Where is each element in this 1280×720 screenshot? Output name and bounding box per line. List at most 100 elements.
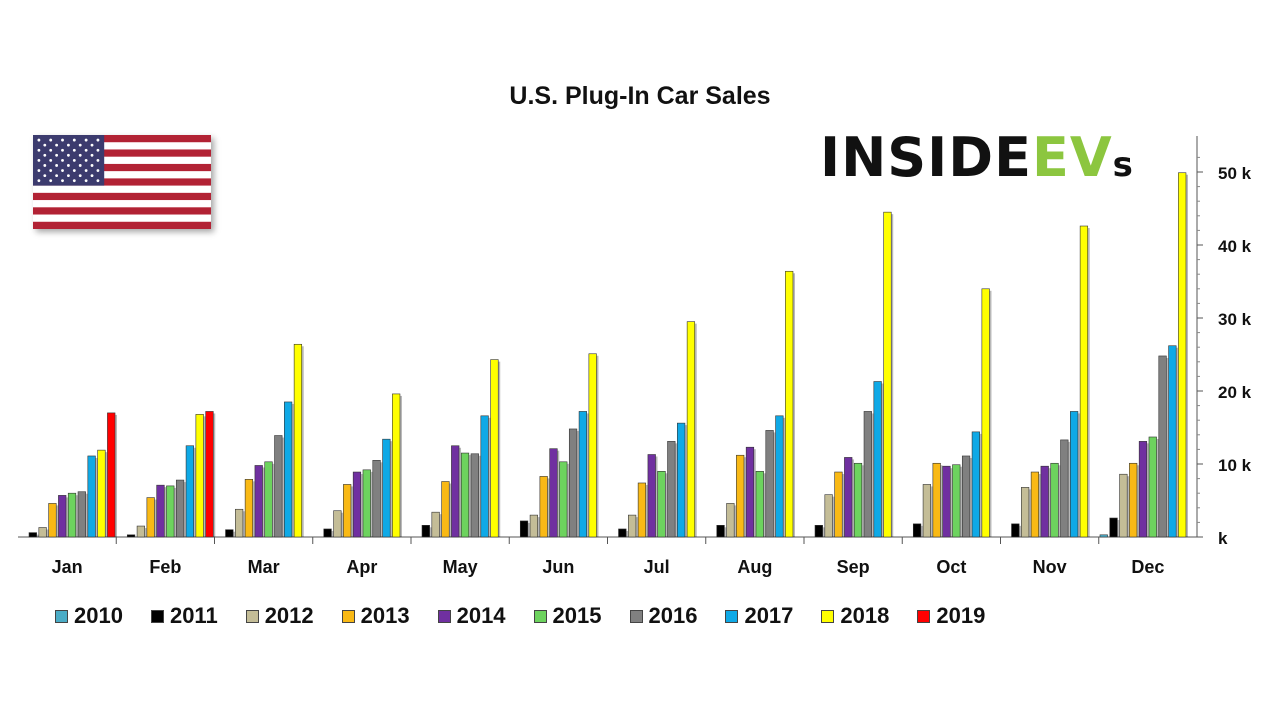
bar-2016-dec xyxy=(1158,355,1167,538)
legend-item-2014: 2014 xyxy=(437,603,506,629)
bar-2014-jul xyxy=(647,454,656,538)
legend-swatch xyxy=(533,609,547,623)
bar-2012-jul xyxy=(628,514,637,538)
logo-text-s: s xyxy=(1112,145,1134,185)
bar-2014-feb xyxy=(156,484,165,538)
flag-star xyxy=(55,143,59,147)
flag-star xyxy=(61,158,64,162)
x-tick-label: Jun xyxy=(542,557,574,577)
flag-star xyxy=(90,164,94,167)
bar-2014-oct xyxy=(942,465,951,538)
bar-2016-may xyxy=(470,453,479,538)
flag-star xyxy=(84,179,88,183)
flag-stripe xyxy=(33,200,211,208)
flag-stripe xyxy=(33,156,211,165)
legend-swatch xyxy=(150,609,164,623)
bar-2016-oct xyxy=(961,455,971,538)
bar-2012-nov xyxy=(1021,487,1030,538)
flag-stripe xyxy=(33,207,211,215)
flag-star xyxy=(37,158,41,162)
flag-stripe xyxy=(33,135,211,143)
bar-2016-mar xyxy=(274,435,283,538)
us-flag-icon xyxy=(33,135,211,229)
x-tick-label: Feb xyxy=(149,557,181,577)
flag-star xyxy=(61,179,64,183)
bar-2014-aug xyxy=(745,446,755,538)
legend-item-2015: 2015 xyxy=(533,603,602,629)
flag-star xyxy=(72,169,76,172)
x-tick-label: Sep xyxy=(837,557,870,577)
bar-2014-may xyxy=(451,445,460,538)
flag-star xyxy=(37,179,41,183)
bar-2013-mar xyxy=(244,479,254,538)
flag-star xyxy=(67,164,70,167)
flag-stripe xyxy=(33,178,211,186)
bar-2018-sep xyxy=(883,211,892,538)
y-tick-label: 10 k xyxy=(1218,456,1252,475)
bar-2019-jan xyxy=(107,412,116,538)
legend-item-2013: 2013 xyxy=(341,603,410,629)
bar-2017-may xyxy=(480,415,489,538)
bar-2015-oct xyxy=(952,464,961,538)
legend-item-2019: 2019 xyxy=(917,603,985,629)
bar-2016-sep xyxy=(863,411,872,538)
x-tick-label: Mar xyxy=(248,557,280,577)
flag-star xyxy=(49,138,53,142)
flag-star xyxy=(43,174,47,178)
bar-2017-apr xyxy=(382,438,391,538)
bar-2012-sep xyxy=(824,494,833,538)
bar-2012-jan xyxy=(38,527,47,538)
flag-star xyxy=(55,164,59,167)
flag-star xyxy=(72,158,76,162)
bar-2014-mar xyxy=(254,465,263,538)
bar-2012-feb xyxy=(136,525,145,538)
legend-label: 2017 xyxy=(744,603,794,628)
bar-2011-jan xyxy=(28,532,37,538)
bar-2016-apr xyxy=(372,460,381,538)
flag-star xyxy=(67,174,70,178)
x-tick-label: Jan xyxy=(52,557,83,577)
bar-2015-sep xyxy=(853,462,863,538)
x-tick-label: Apr xyxy=(346,557,377,577)
bar-2013-apr xyxy=(343,484,352,538)
bar-2015-dec xyxy=(1148,436,1157,538)
bar-2018-jun xyxy=(588,353,597,538)
bar-2012-jun xyxy=(529,514,538,538)
legend-swatch xyxy=(821,609,835,623)
bar-2011-sep xyxy=(814,525,823,538)
flag-star xyxy=(96,179,100,183)
bar-2017-jan xyxy=(87,455,96,538)
bar-2014-apr xyxy=(352,471,362,538)
legend-label: 2014 xyxy=(456,603,506,628)
flag-star xyxy=(84,158,88,162)
bar-2014-dec xyxy=(1138,441,1148,538)
x-tick-label: May xyxy=(443,557,478,577)
flag-star xyxy=(72,148,76,152)
bar-2012-dec xyxy=(1119,473,1128,538)
bar-2018-oct xyxy=(981,288,990,538)
y-tick-label: 20 k xyxy=(1218,383,1252,402)
legend-label: 2010 xyxy=(74,603,123,628)
flag-star xyxy=(96,148,100,152)
bar-2011-jun xyxy=(519,520,529,538)
legend-label: 2013 xyxy=(360,603,410,628)
bar-2015-jul xyxy=(657,470,666,538)
bar-2012-oct xyxy=(922,484,931,538)
bar-2017-oct xyxy=(971,431,980,538)
legend-swatch xyxy=(437,609,451,623)
bar-2015-feb xyxy=(166,485,175,538)
bar-2017-dec xyxy=(1168,345,1177,538)
flag-star xyxy=(67,143,70,147)
flag-star xyxy=(67,153,70,157)
bar-2013-oct xyxy=(932,462,941,538)
bar-2014-jan xyxy=(58,495,67,538)
flag-star xyxy=(90,143,94,147)
legend-label: 2012 xyxy=(264,603,314,628)
bar-2016-aug xyxy=(765,430,774,538)
legend-swatch xyxy=(917,609,931,623)
legend-item-2018: 2018 xyxy=(821,603,889,629)
bar-2015-jan xyxy=(67,492,77,538)
flag-stripe xyxy=(33,171,211,179)
bar-2018-may xyxy=(490,359,499,538)
